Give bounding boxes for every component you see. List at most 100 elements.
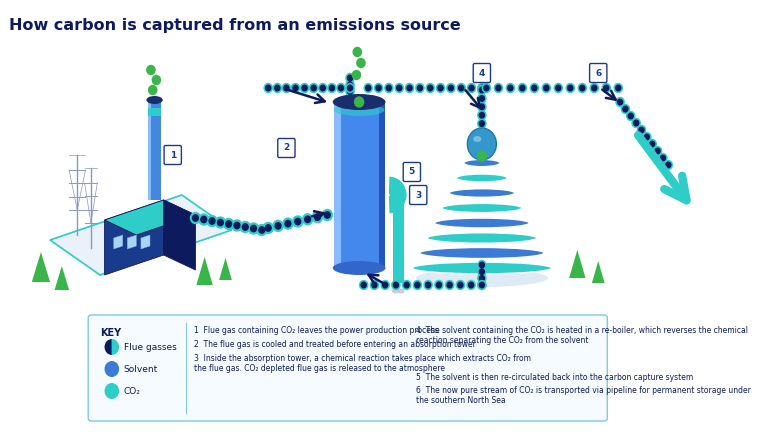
Circle shape (447, 83, 455, 92)
Circle shape (479, 112, 485, 118)
Circle shape (616, 85, 621, 91)
Circle shape (355, 97, 364, 107)
Circle shape (232, 220, 242, 231)
Circle shape (249, 223, 259, 234)
Circle shape (623, 106, 628, 112)
Circle shape (305, 216, 310, 222)
Circle shape (395, 83, 403, 92)
Text: 4  The solvent containing the CO₂ is heated in a re-boiler, which reverses the c: 4 The solvent containing the CO₂ is heat… (416, 326, 748, 346)
Circle shape (478, 102, 486, 111)
Circle shape (315, 214, 320, 220)
Circle shape (201, 216, 207, 223)
Circle shape (479, 282, 485, 288)
Polygon shape (379, 100, 385, 268)
Circle shape (190, 213, 200, 223)
Polygon shape (148, 108, 161, 116)
Circle shape (293, 85, 298, 91)
Polygon shape (148, 100, 151, 200)
Circle shape (554, 83, 562, 92)
Circle shape (627, 111, 635, 121)
Circle shape (303, 214, 313, 225)
Polygon shape (219, 258, 232, 280)
Circle shape (478, 260, 486, 270)
Circle shape (478, 111, 486, 120)
Circle shape (223, 219, 233, 229)
Circle shape (449, 85, 453, 91)
Ellipse shape (333, 94, 386, 110)
Circle shape (257, 225, 266, 235)
Circle shape (495, 83, 502, 92)
Circle shape (479, 121, 485, 127)
Circle shape (311, 85, 316, 91)
Circle shape (346, 80, 354, 89)
Circle shape (404, 282, 409, 288)
Polygon shape (114, 235, 123, 249)
Text: 3: 3 (415, 191, 422, 200)
Circle shape (402, 280, 411, 289)
Circle shape (666, 162, 670, 168)
Circle shape (250, 226, 257, 232)
Polygon shape (50, 195, 232, 275)
Text: 6: 6 (595, 69, 601, 77)
Circle shape (323, 210, 333, 220)
Wedge shape (104, 339, 112, 355)
Circle shape (639, 127, 644, 133)
Circle shape (406, 83, 414, 92)
Circle shape (366, 85, 371, 91)
Polygon shape (104, 200, 196, 235)
Circle shape (265, 225, 271, 231)
Circle shape (438, 85, 443, 91)
FancyBboxPatch shape (278, 139, 295, 158)
Circle shape (291, 83, 300, 92)
Wedge shape (112, 339, 119, 355)
Polygon shape (197, 257, 213, 285)
Circle shape (482, 83, 491, 92)
Circle shape (478, 267, 486, 276)
Polygon shape (31, 252, 50, 282)
Circle shape (478, 83, 486, 92)
Circle shape (469, 85, 474, 91)
Ellipse shape (456, 174, 508, 182)
Circle shape (479, 85, 485, 91)
Circle shape (417, 85, 422, 91)
Circle shape (199, 214, 209, 225)
Circle shape (424, 280, 432, 289)
Circle shape (285, 220, 291, 227)
Text: 1: 1 (170, 150, 176, 159)
Circle shape (650, 141, 655, 147)
Circle shape (634, 120, 639, 126)
Circle shape (361, 282, 366, 288)
Circle shape (496, 85, 501, 91)
Circle shape (329, 85, 334, 91)
Circle shape (372, 282, 377, 288)
Text: 4: 4 (478, 69, 485, 77)
Circle shape (479, 87, 485, 93)
Circle shape (346, 101, 354, 109)
Circle shape (381, 280, 389, 289)
Circle shape (520, 85, 525, 91)
Circle shape (447, 282, 452, 288)
Circle shape (293, 216, 303, 227)
Ellipse shape (442, 203, 522, 213)
FancyBboxPatch shape (409, 185, 427, 204)
Ellipse shape (419, 247, 545, 259)
Circle shape (283, 218, 293, 229)
Text: KEY: KEY (100, 328, 121, 338)
Circle shape (370, 280, 379, 289)
Circle shape (217, 219, 223, 226)
Circle shape (396, 85, 402, 91)
Circle shape (382, 282, 388, 288)
Circle shape (643, 133, 651, 142)
Ellipse shape (392, 289, 399, 293)
Circle shape (478, 280, 486, 289)
Ellipse shape (147, 96, 163, 104)
Ellipse shape (333, 104, 385, 116)
Circle shape (302, 85, 307, 91)
Circle shape (313, 212, 323, 222)
Circle shape (518, 83, 526, 92)
Polygon shape (592, 261, 604, 283)
Circle shape (544, 85, 549, 91)
Polygon shape (141, 235, 150, 249)
Circle shape (339, 85, 343, 91)
Circle shape (478, 274, 486, 283)
